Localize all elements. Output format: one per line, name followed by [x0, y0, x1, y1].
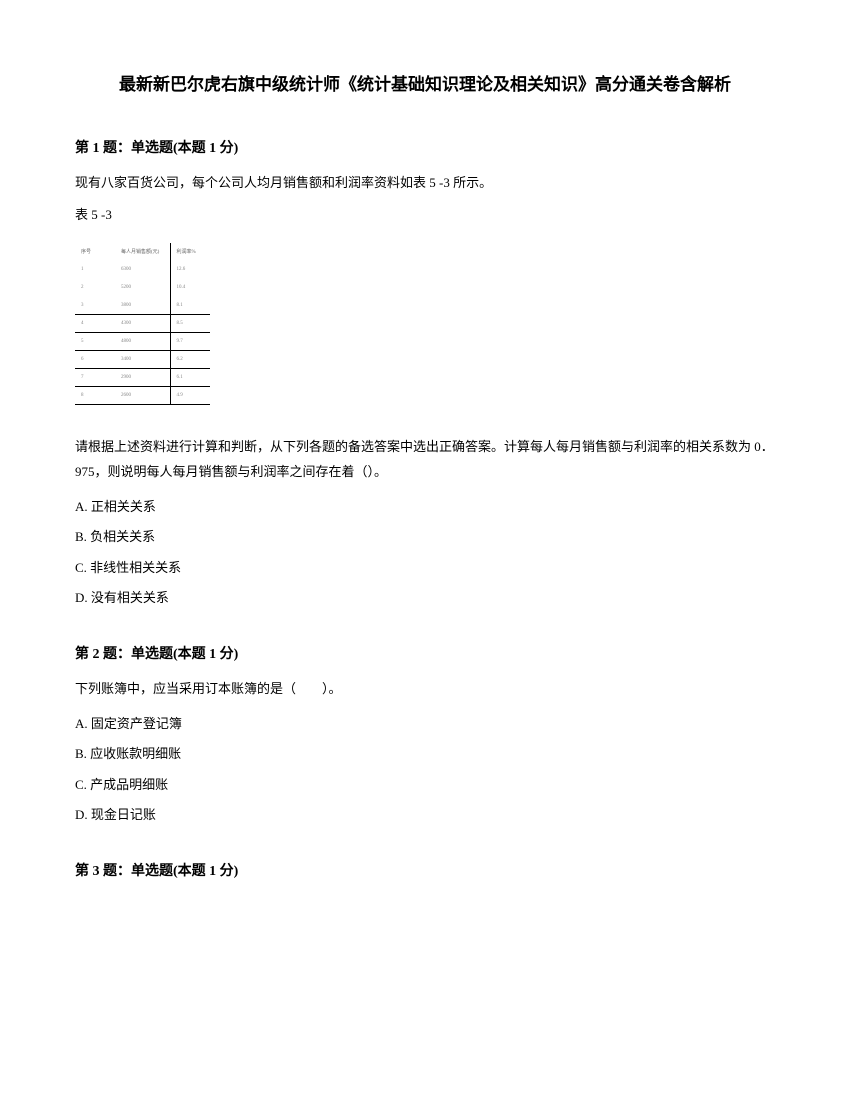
table-cell: 4800: [115, 333, 170, 351]
table-cell: 8.1: [170, 297, 210, 315]
table-cell: 7: [75, 369, 115, 387]
table-cell: 5: [75, 333, 115, 351]
table-header: 每人月销售额(元): [115, 243, 170, 261]
q2-option-d: D. 现金日记账: [75, 801, 775, 830]
table-cell: 5200: [115, 279, 170, 297]
table-cell: 4: [75, 315, 115, 333]
table-cell: 8.5: [170, 315, 210, 333]
table-cell: 3400: [115, 351, 170, 369]
table-cell: 2600: [115, 387, 170, 405]
table-cell: 9.7: [170, 333, 210, 351]
q1-option-a: A. 正相关关系: [75, 493, 775, 522]
q2-options: A. 固定资产登记簿 B. 应收账款明细账 C. 产成品明细账 D. 现金日记账: [75, 710, 775, 830]
q2-option-c: C. 产成品明细账: [75, 771, 775, 800]
table-cell: 4300: [115, 315, 170, 333]
table-cell: 6.2: [170, 351, 210, 369]
q2-option-b: B. 应收账款明细账: [75, 740, 775, 769]
table-cell: 2900: [115, 369, 170, 387]
q2-header: 第 2 题：单选题(本题 1 分): [75, 643, 775, 663]
table-cell: 10.4: [170, 279, 210, 297]
table-cell: 12.6: [170, 261, 210, 279]
q3-header: 第 3 题：单选题(本题 1 分): [75, 860, 775, 880]
table-cell: 6.1: [170, 369, 210, 387]
q1-body2: 请根据上述资料进行计算和判断，从下列各题的备选答案中选出正确答案。计算每人每月销…: [75, 435, 775, 484]
q2-option-a: A. 固定资产登记簿: [75, 710, 775, 739]
table-cell: 1: [75, 261, 115, 279]
table-header: 序号: [75, 243, 115, 261]
table-cell: 4.9: [170, 387, 210, 405]
table-cell: 6300: [115, 261, 170, 279]
q1-table-label: 表 5 -3: [75, 204, 775, 223]
q1-option-c: C. 非线性相关关系: [75, 554, 775, 583]
q2-body: 下列账簿中，应当采用订本账簿的是（ ）。: [75, 677, 775, 702]
q1-body1: 现有八家百货公司，每个公司人均月销售额和利润率资料如表 5 -3 所示。: [75, 171, 775, 196]
q1-option-b: B. 负相关关系: [75, 523, 775, 552]
q1-option-d: D. 没有相关关系: [75, 584, 775, 613]
page-title: 最新新巴尔虎右旗中级统计师《统计基础知识理论及相关知识》高分通关卷含解析: [75, 70, 775, 95]
table-cell: 6: [75, 351, 115, 369]
q1-header: 第 1 题：单选题(本题 1 分): [75, 137, 775, 157]
table-cell: 8: [75, 387, 115, 405]
table-cell: 2: [75, 279, 115, 297]
table-header: 利润率%: [170, 243, 210, 261]
table-cell: 3: [75, 297, 115, 315]
q1-data-table: 序号 每人月销售额(元) 利润率% 1 6300 12.6 2 5200 10.…: [75, 243, 210, 406]
table-cell: 3800: [115, 297, 170, 315]
q1-options: A. 正相关关系 B. 负相关关系 C. 非线性相关关系 D. 没有相关关系: [75, 493, 775, 613]
